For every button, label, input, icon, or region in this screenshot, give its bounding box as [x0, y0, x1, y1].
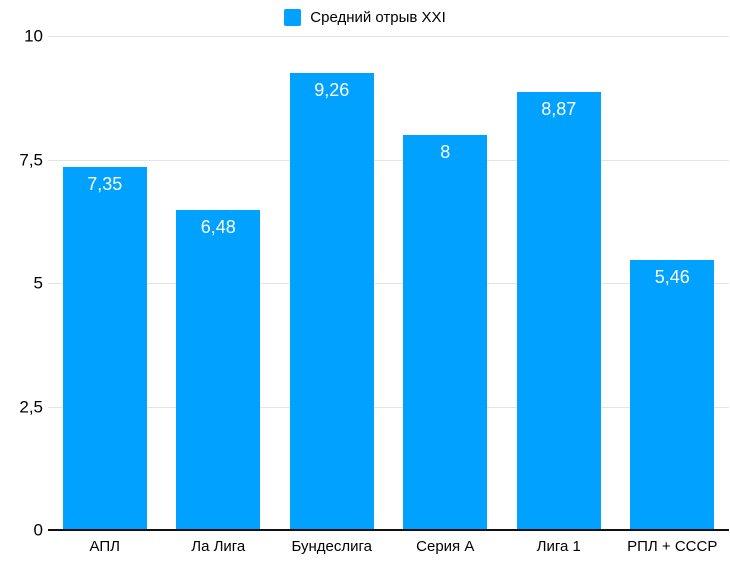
bar-Ла Лига: 6,48	[176, 209, 261, 530]
bar-Серия А: 8	[403, 134, 488, 530]
bar-value-label: 8	[440, 141, 451, 162]
legend-swatch	[284, 8, 302, 26]
bar-slot: 7,35	[48, 36, 162, 530]
bar-РПЛ + СССР: 5,46	[630, 260, 715, 530]
plot-area: 7,35 6,48 9,26 8 8,87 5,46	[48, 36, 729, 531]
y-tick-label: 0	[33, 520, 43, 540]
bar-value-label: 6,48	[200, 216, 236, 237]
bar-slot: 8	[389, 36, 503, 530]
y-tick-label: 10	[24, 26, 43, 46]
x-tick-label: РПЛ + СССР	[627, 538, 718, 555]
x-tick-label: Серия А	[416, 538, 475, 555]
bar-slot: 6,48	[162, 36, 276, 530]
y-tick-label: 7,5	[19, 150, 43, 169]
x-tick-label: АПЛ	[89, 538, 120, 555]
bar-slot: 8,87	[502, 36, 616, 530]
x-tick-label: Бундеслига	[291, 538, 372, 555]
legend-label: Средний отрыв XXI	[310, 8, 446, 26]
bar-slot: 9,26	[275, 36, 389, 530]
legend: Средний отрыв XXI	[0, 6, 730, 28]
gridline	[48, 159, 729, 161]
bar-value-label: 8,87	[541, 98, 577, 119]
y-tick-label: 5	[33, 273, 43, 293]
x-axis-line	[48, 529, 729, 531]
y-axis: 0 2,5 5 7,5 10	[0, 28, 43, 539]
bar-value-label: 5,46	[654, 267, 690, 288]
y-tick-label: 2,5	[19, 397, 43, 416]
x-tick-label: Ла Лига	[191, 538, 246, 555]
bar-АПЛ: 7,35	[62, 166, 147, 530]
bar-slot: 5,46	[616, 36, 730, 530]
x-tick-label: Лига 1	[536, 538, 581, 555]
bar-value-label: 9,26	[314, 79, 350, 100]
gridline	[48, 283, 729, 284]
x-axis: АПЛ Ла Лига Бундеслига Серия А Лига 1 РПЛ + С…	[48, 537, 729, 557]
gridline	[48, 36, 729, 37]
bar-Лига 1: 8,87	[516, 91, 601, 530]
bar-value-label: 7,35	[87, 173, 123, 194]
gridline	[48, 406, 729, 408]
bars-row: 7,35 6,48 9,26 8 8,87 5,46	[48, 36, 729, 530]
bar-Бундеслига: 9,26	[289, 72, 374, 530]
